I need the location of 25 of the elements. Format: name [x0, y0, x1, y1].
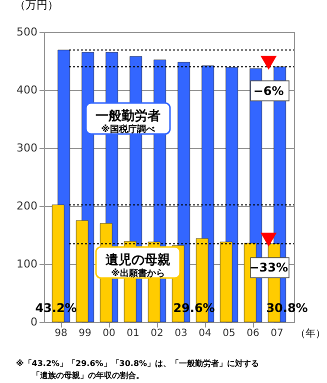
y-tick-label: 200: [16, 200, 38, 212]
y-tick-label: 400: [16, 84, 38, 96]
text: 「遺族の母親」の年収の割合。: [32, 371, 144, 380]
y-tick-label: 300: [16, 142, 38, 154]
y-tick-label: 100: [16, 258, 38, 270]
x-tick-label: 99: [78, 328, 92, 339]
y-tick-label: 0: [30, 316, 38, 328]
x-tick-label: 04: [198, 328, 212, 339]
y-tick-label: 500: [16, 26, 38, 38]
annotation: −6%: [253, 84, 284, 98]
x-tick-label: 02: [150, 328, 164, 339]
x-tick-label: 98: [54, 328, 68, 339]
annotation: ※出願書から: [111, 268, 165, 279]
y-axis-title: （万円）: [14, 0, 58, 12]
series-label: 遺児の母親: [106, 252, 170, 268]
x-tick-label: 01: [126, 328, 140, 339]
x-tick-label: 03: [174, 328, 188, 339]
x-tick-label: 05: [222, 328, 236, 339]
x-tick-label: 06: [246, 328, 260, 339]
x-tick-label: 07: [270, 328, 284, 339]
text: ※「43.2%」「29.6%」「30.8%」は、「一般勤労者」に対する: [16, 358, 260, 368]
annotation: ※国税庁調べ: [101, 124, 156, 135]
x-tick-label: 00: [102, 328, 116, 339]
series-label: 一般勤労者: [96, 108, 160, 124]
x-axis-title: （年）: [296, 328, 326, 340]
